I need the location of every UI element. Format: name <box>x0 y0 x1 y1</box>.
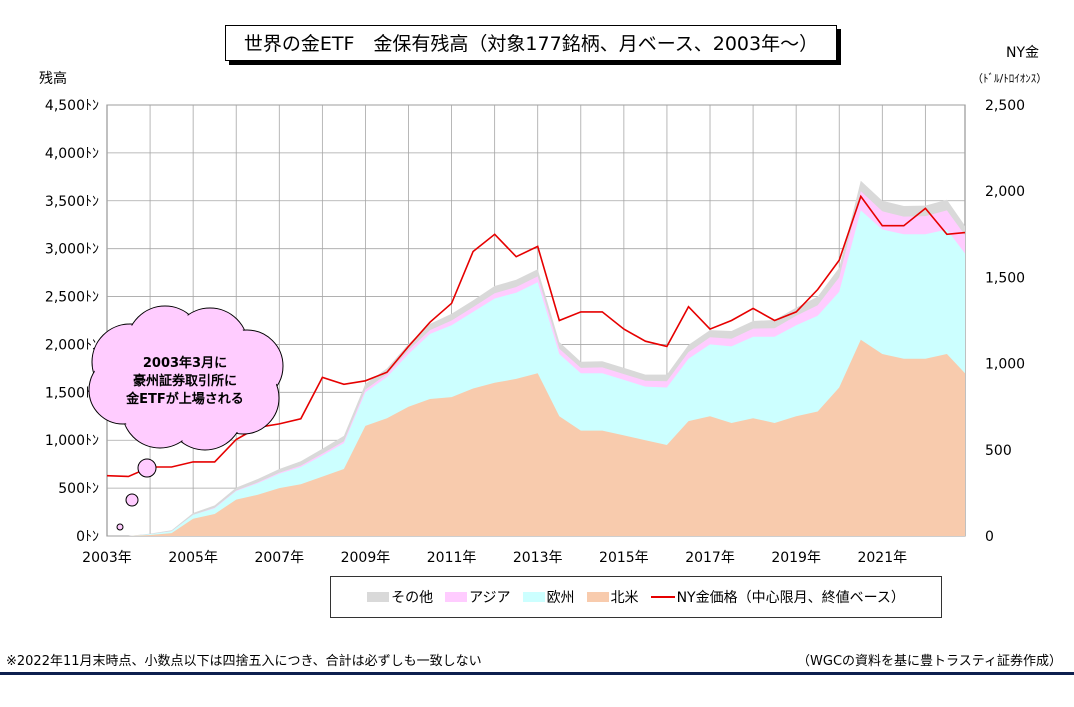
footnote-left: ※2022年11月末時点、小数点以下は四捨五入につき、合計は必ずしも一致しない <box>6 654 482 669</box>
axes: 0ﾄﾝ 500ﾄﾝ 1,000ﾄﾝ 1,500ﾄﾝ 2,000ﾄﾝ 2,500ﾄﾝ 3,00… <box>45 98 1025 566</box>
x-tick-label: 2009年 <box>341 550 391 566</box>
chart-title: 世界の金ETF 金保有残高（対象177銘柄、月ベース、2003年～） <box>225 25 837 61</box>
x-tick-label: 2013年 <box>513 550 563 566</box>
area-north-america <box>107 339 965 536</box>
legend-item-asia: アジア <box>445 587 511 607</box>
x-tick-label: 2011年 <box>427 550 477 566</box>
right-axis-unit: （ﾄﾞﾙ/ﾄﾛｲｵﾝｽ） <box>972 72 1048 85</box>
legend-item-europe: 欧州 <box>522 587 575 607</box>
legend-swatch-north-america <box>586 592 609 602</box>
legend-label-other: その他 <box>391 590 434 606</box>
right-tick-label: 0 <box>985 529 994 545</box>
left-axis-title: 残高 <box>39 71 67 87</box>
legend-item-other: その他 <box>367 587 433 607</box>
x-tick-label: 2015年 <box>599 550 649 566</box>
callout-text-line: 豪州証券取引所に <box>133 373 237 389</box>
legend-swatch-other <box>367 592 390 602</box>
right-tick-label: 1,500 <box>985 270 1025 286</box>
legend-item-north-america: 北米 <box>586 587 639 607</box>
x-tick-label: 2021年 <box>857 550 907 566</box>
legend-swatch-price <box>650 596 675 598</box>
x-tick-label: 2017年 <box>685 550 735 566</box>
left-tick-label: 0ﾄﾝ <box>76 529 99 545</box>
callout-text-line: 金ETFが上場される <box>125 391 244 407</box>
left-tick-label: 1,500ﾄﾝ <box>45 385 99 401</box>
left-tick-label: 4,000ﾄﾝ <box>45 146 99 162</box>
legend: その他 アジア 欧州 北米 NY金価格（中心限月、終値ベース） <box>330 576 942 618</box>
legend-label-europe: 欧州 <box>546 590 575 606</box>
x-tick-label: 2019年 <box>771 550 821 566</box>
legend-label-north-america: 北米 <box>610 590 639 606</box>
right-tick-label: 500 <box>985 443 1012 459</box>
legend-swatch-asia <box>445 592 468 602</box>
callout-bubble-medium <box>125 493 139 507</box>
legend-item-price: NY金価格（中心限月、終値ベース） <box>650 587 905 607</box>
left-tick-label: 1,000ﾄﾝ <box>45 433 99 449</box>
x-tick-label: 2003年 <box>82 550 132 566</box>
right-tick-label: 2,000 <box>985 184 1025 200</box>
callout-bubble-large <box>137 458 157 478</box>
left-tick-label: 2,000ﾄﾝ <box>45 337 99 353</box>
right-tick-label: 2,500 <box>985 98 1025 114</box>
right-axis-title: NY金 <box>1006 45 1040 61</box>
left-tick-label: 2,500ﾄﾝ <box>45 290 99 306</box>
left-tick-label: 4,500ﾄﾝ <box>45 98 99 114</box>
right-tick-label: 1,000 <box>985 357 1025 373</box>
x-tick-label: 2005年 <box>168 550 218 566</box>
legend-label-price: NY金価格（中心限月、終値ベース） <box>676 590 905 606</box>
callout-cloud-fill <box>131 326 239 434</box>
left-tick-label: 3,500ﾄﾝ <box>45 194 99 210</box>
x-tick-label: 2007年 <box>254 550 304 566</box>
bottom-rule <box>0 672 1074 675</box>
area-series <box>107 180 965 536</box>
left-tick-label: 3,000ﾄﾝ <box>45 242 99 258</box>
footnote-right: （WGCの資料を基に豊トラスティ証券作成） <box>797 654 1062 669</box>
legend-swatch-europe <box>522 592 545 602</box>
callout-text-line: 2003年3月に <box>143 355 227 371</box>
left-tick-label: 500ﾄﾝ <box>58 481 99 497</box>
legend-label-asia: アジア <box>469 590 511 606</box>
callout-bubble-small <box>116 523 124 531</box>
